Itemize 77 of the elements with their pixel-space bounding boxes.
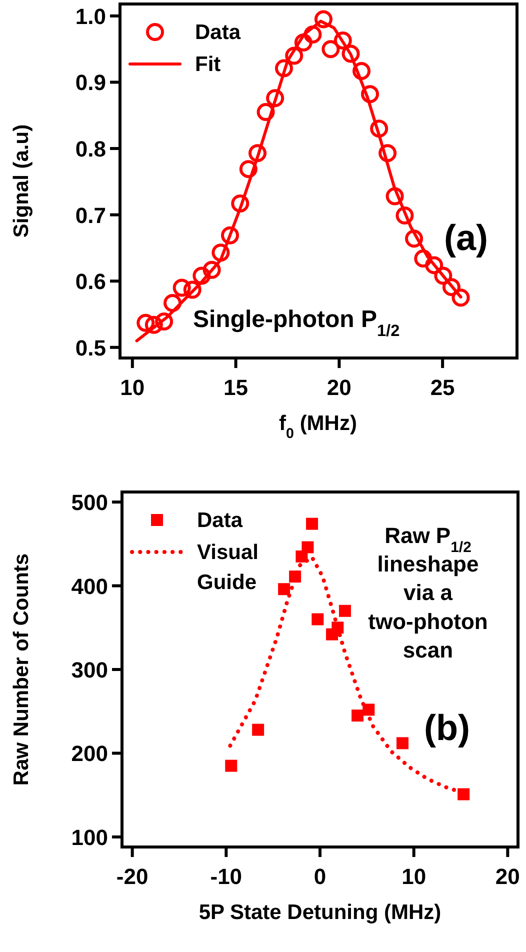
point xyxy=(314,10,332,28)
point xyxy=(136,314,155,332)
point xyxy=(452,288,470,307)
point xyxy=(425,256,444,274)
point xyxy=(212,244,230,262)
point xyxy=(312,613,324,626)
x-tick-label: -10 xyxy=(210,864,242,889)
point xyxy=(294,33,312,52)
point xyxy=(360,85,379,104)
point xyxy=(231,194,250,213)
point xyxy=(334,31,352,50)
legend-label: Data xyxy=(195,21,241,44)
point xyxy=(285,46,304,65)
y-tick-label: 300 xyxy=(71,658,108,682)
point xyxy=(378,144,397,162)
point xyxy=(302,541,314,554)
point xyxy=(458,788,470,800)
point xyxy=(252,724,264,736)
y-axis-title: Signal (a.u) xyxy=(10,124,33,238)
y-axis-title: Raw Number of Counts xyxy=(10,553,33,786)
point xyxy=(274,59,293,78)
point xyxy=(322,40,340,58)
x-tick-label: 10 xyxy=(402,864,426,889)
x-tick-label: 20 xyxy=(326,375,352,400)
point xyxy=(183,280,202,299)
point xyxy=(338,604,351,617)
point xyxy=(405,230,424,248)
point xyxy=(370,120,388,138)
annotation: Raw P$_{1/2}$ lineshape via a two-photon scan xyxy=(368,523,488,662)
y-tick-label: 0.8 xyxy=(75,136,106,162)
point xyxy=(414,250,432,268)
point xyxy=(192,266,211,285)
y-tick-label: 100 xyxy=(71,824,108,850)
x-tick-label: 15 xyxy=(224,375,248,400)
point xyxy=(342,44,360,63)
y-tick-label: 500 xyxy=(71,490,108,516)
point xyxy=(202,260,221,279)
point xyxy=(144,316,163,334)
point xyxy=(278,583,290,596)
x-tick-label: 10 xyxy=(120,375,145,400)
point xyxy=(306,518,318,530)
point xyxy=(442,278,460,296)
y-tick-label: 0.6 xyxy=(75,269,106,294)
point xyxy=(266,89,284,108)
point xyxy=(396,206,414,224)
legend-label: Visual Guide xyxy=(197,541,258,594)
annotation: Single-photon P$_{1/2}$ xyxy=(193,306,400,340)
x-axis-title: 5P State Detuning (MHz) xyxy=(198,901,442,924)
x-tick-label: 0 xyxy=(314,864,326,889)
x-tick-label: -20 xyxy=(116,864,148,889)
y-tick-label: 1.0 xyxy=(75,4,106,29)
point xyxy=(248,144,267,162)
y-tick-label: 0.9 xyxy=(75,70,106,96)
y-tick-label: 400 xyxy=(71,574,108,599)
point xyxy=(352,710,364,722)
x-tick-label: 20 xyxy=(495,864,520,889)
x-tick-label: 25 xyxy=(430,375,455,400)
point xyxy=(386,187,404,206)
point xyxy=(304,25,322,44)
point xyxy=(225,760,238,772)
point xyxy=(172,278,191,297)
x-axis-title: f$_{0}$ (MHz) xyxy=(279,412,357,442)
legend-label: Fit xyxy=(195,53,221,76)
point xyxy=(155,312,174,331)
point xyxy=(221,226,239,244)
point xyxy=(352,62,371,80)
point xyxy=(239,160,258,178)
legend-label: Data xyxy=(197,509,243,532)
y-tick-label: 0.5 xyxy=(75,335,106,360)
point xyxy=(256,103,275,122)
y-tick-label: 0.7 xyxy=(75,202,106,228)
annotation: (b) xyxy=(424,707,470,748)
point xyxy=(164,294,182,312)
y-tick-label: 200 xyxy=(71,741,108,766)
annotation: (a) xyxy=(444,217,488,258)
point xyxy=(434,266,452,285)
point xyxy=(396,737,408,750)
